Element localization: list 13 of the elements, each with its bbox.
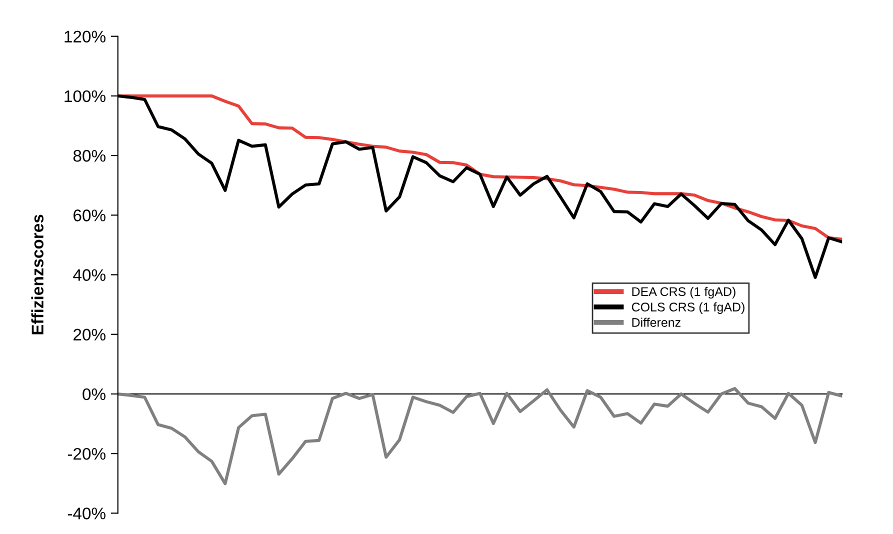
y-tick-label: -40% xyxy=(68,508,106,520)
legend-label: Differenz xyxy=(632,318,680,327)
y-tick-label: 80% xyxy=(73,150,106,162)
legend-label: COLS CRS (1 fgAD) xyxy=(632,302,744,314)
y-tick-label: 20% xyxy=(74,328,106,341)
y-tick-label: 120% xyxy=(64,30,106,43)
y-tick-label: -20% xyxy=(68,448,106,460)
y-tick-label: 60% xyxy=(74,210,106,222)
legend-label: DEA CRS (1 fgAD) xyxy=(632,286,736,299)
y-axis-title: Effizienzscores xyxy=(31,214,44,334)
y-tick-label: 0% xyxy=(82,388,106,400)
y-tick-label: 100% xyxy=(64,90,106,102)
y-tick-label: 40% xyxy=(73,269,106,281)
